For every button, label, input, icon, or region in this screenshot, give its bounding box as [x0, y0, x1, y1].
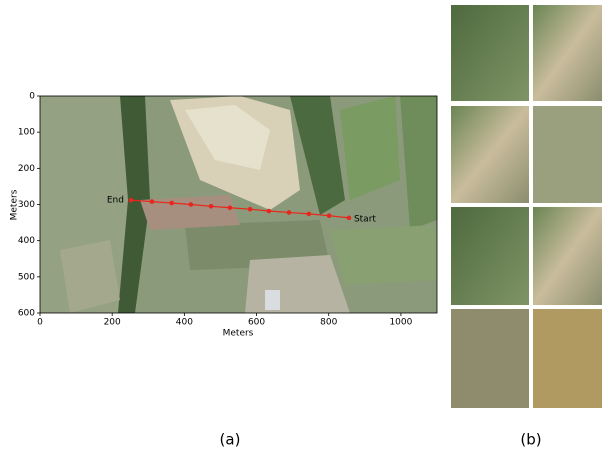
y-tick-label: 0	[29, 92, 35, 102]
route-point	[287, 210, 292, 215]
route-point	[307, 212, 312, 217]
start-label: Start	[354, 214, 376, 224]
panel-label: (b)	[520, 431, 541, 449]
route-point	[209, 204, 214, 209]
figure: Meters Meters (a) (b) 020040060080010000…	[0, 0, 602, 451]
route-point	[228, 205, 233, 210]
y-tick-label: 200	[18, 164, 35, 174]
route-point	[129, 198, 134, 203]
y-tick-label: 400	[18, 236, 35, 246]
route-point	[169, 201, 174, 206]
route-point	[248, 207, 253, 212]
end-label: End	[107, 196, 124, 206]
y-tick-label: 300	[18, 200, 35, 210]
x-tick-label: 600	[248, 318, 265, 328]
x-tick-label: 400	[176, 318, 193, 328]
route-point	[267, 209, 272, 214]
x-tick-label: 800	[320, 318, 337, 328]
y-tick-label: 100	[18, 128, 35, 138]
thumbnails	[451, 5, 602, 408]
route-point	[150, 199, 155, 204]
x-tick-label: 200	[104, 318, 121, 328]
y-tick-label: 500	[18, 272, 35, 282]
y-tick-label: 600	[18, 309, 35, 319]
route-point	[347, 216, 352, 221]
x-axis-label: Meters	[223, 329, 254, 339]
panel-label: (a)	[220, 431, 241, 449]
route-point	[189, 202, 194, 207]
aerial-image	[40, 96, 437, 313]
x-tick-label: 1000	[389, 318, 412, 328]
route-point	[327, 213, 332, 218]
x-tick-label: 0	[37, 318, 43, 328]
